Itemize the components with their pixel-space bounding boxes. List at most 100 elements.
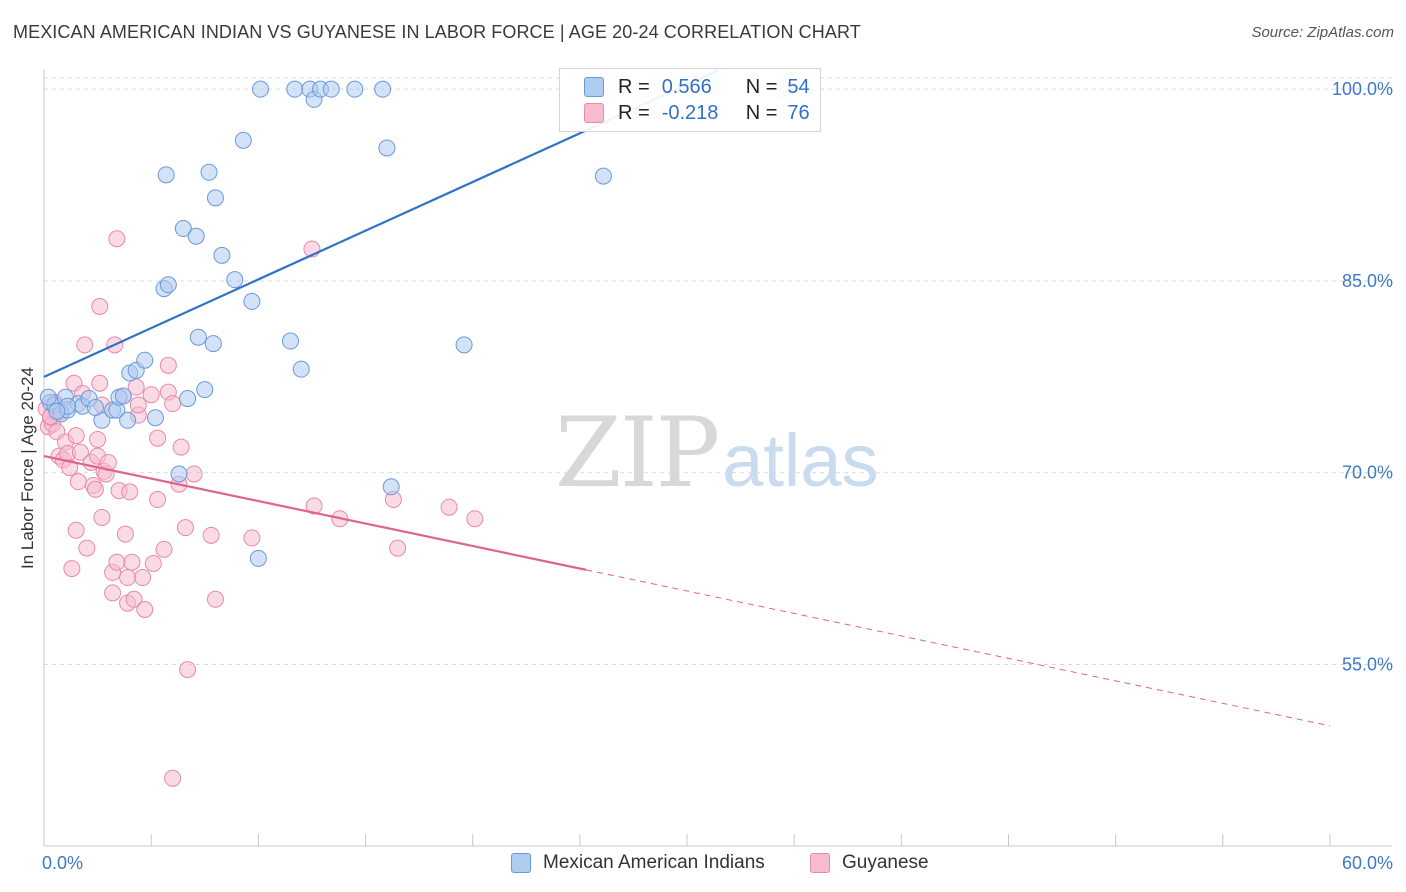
point-guyanese	[155, 540, 173, 558]
point-mexican-american-indians	[136, 351, 154, 369]
point-mexican-american-indians	[187, 227, 205, 245]
pink-swatch	[584, 103, 604, 123]
point-mexican-american-indians	[200, 163, 218, 181]
point-guyanese	[127, 378, 145, 396]
point-guyanese	[159, 356, 177, 374]
point-guyanese	[119, 569, 137, 587]
point-mexican-american-indians	[189, 328, 207, 346]
source-attribution: Source: ZipAtlas.com	[1251, 24, 1394, 41]
blue-swatch	[511, 853, 531, 873]
watermark-zip: ZIP	[555, 397, 720, 509]
point-mexican-american-indians	[292, 360, 310, 378]
point-guyanese	[172, 438, 190, 456]
point-mexican-american-indians	[86, 399, 104, 417]
point-guyanese	[91, 298, 109, 316]
point-guyanese	[134, 569, 152, 587]
point-guyanese	[202, 526, 220, 544]
point-guyanese	[243, 529, 261, 547]
y-tick-label: 55.0%	[1342, 654, 1393, 674]
point-mexican-american-indians	[48, 402, 66, 420]
trendline-guyanese-extension	[586, 569, 1331, 727]
stats-row-guyanese: R = -0.218 N = 76	[584, 101, 810, 125]
point-mexican-american-indians	[39, 388, 57, 406]
point-guyanese	[63, 560, 81, 578]
point-mexican-american-indians	[206, 189, 224, 207]
point-mexican-american-indians	[159, 276, 177, 294]
x-tick-label: 0.0%	[42, 853, 83, 873]
point-guyanese	[121, 483, 139, 501]
point-guyanese	[78, 539, 96, 557]
point-guyanese	[116, 525, 134, 543]
y-axis-label: In Labor Force | Age 20-24	[18, 367, 37, 569]
point-guyanese	[164, 769, 182, 787]
point-guyanese	[164, 395, 182, 413]
watermark: ZIPatlas	[555, 405, 879, 502]
point-guyanese	[149, 491, 167, 509]
chart-title: MEXICAN AMERICAN INDIAN VS GUYANESE IN L…	[13, 22, 861, 42]
point-mexican-american-indians	[251, 80, 269, 98]
point-guyanese	[86, 480, 104, 498]
r-value: -0.218	[661, 101, 719, 124]
n-value: 54	[787, 75, 810, 98]
point-guyanese	[129, 396, 147, 414]
watermark-atlas: atlas	[722, 419, 879, 502]
trendline-guyanese	[43, 455, 587, 571]
point-mexican-american-indians	[170, 465, 188, 483]
point-guyanese	[89, 430, 107, 448]
point-guyanese	[144, 554, 162, 572]
point-mexican-american-indians	[594, 167, 612, 185]
point-mexican-american-indians	[226, 271, 244, 289]
y-tick-label: 100.0%	[1332, 79, 1393, 99]
point-guyanese	[142, 386, 160, 404]
point-mexican-american-indians	[374, 80, 392, 98]
point-mexican-american-indians	[378, 139, 396, 157]
legend-label: Mexican American Indians	[543, 852, 765, 873]
point-mexican-american-indians	[281, 332, 299, 350]
point-mexican-american-indians	[146, 409, 164, 427]
point-mexican-american-indians	[157, 166, 175, 184]
point-guyanese	[136, 600, 154, 618]
point-mexican-american-indians	[286, 80, 304, 98]
point-guyanese	[104, 584, 122, 602]
point-guyanese	[67, 427, 85, 445]
point-guyanese	[108, 230, 126, 248]
point-guyanese	[67, 521, 85, 539]
r-label: R =	[618, 75, 650, 98]
point-guyanese	[125, 590, 143, 608]
point-mexican-american-indians	[204, 335, 222, 353]
r-label: R =	[618, 101, 650, 124]
point-guyanese	[176, 519, 194, 537]
point-guyanese	[71, 443, 89, 461]
point-guyanese	[61, 459, 79, 477]
point-mexican-american-indians	[196, 381, 214, 399]
pink-swatch	[810, 853, 830, 873]
point-guyanese	[440, 498, 458, 516]
point-guyanese	[93, 508, 111, 526]
y-tick-label: 70.0%	[1342, 463, 1393, 483]
point-mexican-american-indians	[455, 336, 473, 354]
point-guyanese	[305, 497, 323, 515]
point-guyanese	[206, 590, 224, 608]
point-mexican-american-indians	[114, 387, 132, 405]
point-guyanese	[149, 429, 167, 447]
blue-swatch	[584, 77, 604, 97]
point-mexican-american-indians	[249, 549, 267, 567]
n-value: 76	[787, 101, 810, 124]
legend-label: Guyanese	[842, 852, 929, 873]
point-guyanese	[466, 510, 484, 528]
point-guyanese	[185, 465, 203, 483]
legend-item-guyanese[interactable]: Guyanese	[810, 852, 929, 874]
point-guyanese	[389, 539, 407, 557]
legend-item-mexican-american-indians[interactable]: Mexican American Indians	[511, 852, 765, 874]
point-mexican-american-indians	[174, 220, 192, 238]
point-mexican-american-indians	[234, 131, 252, 149]
point-guyanese	[76, 336, 94, 354]
point-guyanese	[179, 661, 197, 679]
point-mexican-american-indians	[119, 411, 137, 429]
point-mexican-american-indians	[243, 292, 261, 310]
point-mexican-american-indians	[346, 80, 364, 98]
n-label: N =	[745, 75, 778, 98]
point-guyanese	[69, 473, 87, 491]
n-label: N =	[745, 101, 778, 124]
